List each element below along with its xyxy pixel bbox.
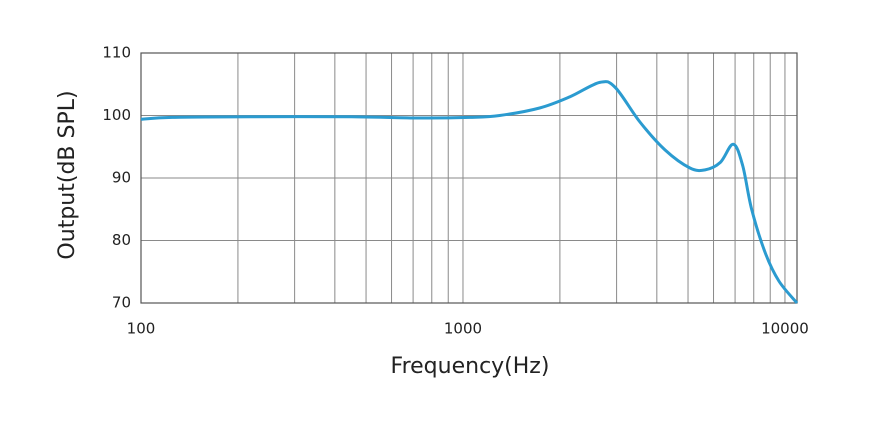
y-tick-label: 70 (112, 294, 131, 312)
y-axis-label: Output(dB SPL) (55, 90, 80, 259)
x-tick-label: 10000 (761, 320, 809, 338)
y-tick-label: 110 (102, 44, 131, 62)
y-tick-label: 100 (102, 106, 131, 124)
x-tick-label: 100 (127, 320, 156, 338)
y-tick-label: 80 (112, 231, 131, 249)
response-line (140, 80, 799, 304)
x-axis-label: Frequency(Hz) (391, 354, 550, 379)
plot-frame (140, 52, 798, 304)
y-tick-label: 90 (112, 169, 131, 187)
x-tick-label: 1000 (444, 320, 482, 338)
